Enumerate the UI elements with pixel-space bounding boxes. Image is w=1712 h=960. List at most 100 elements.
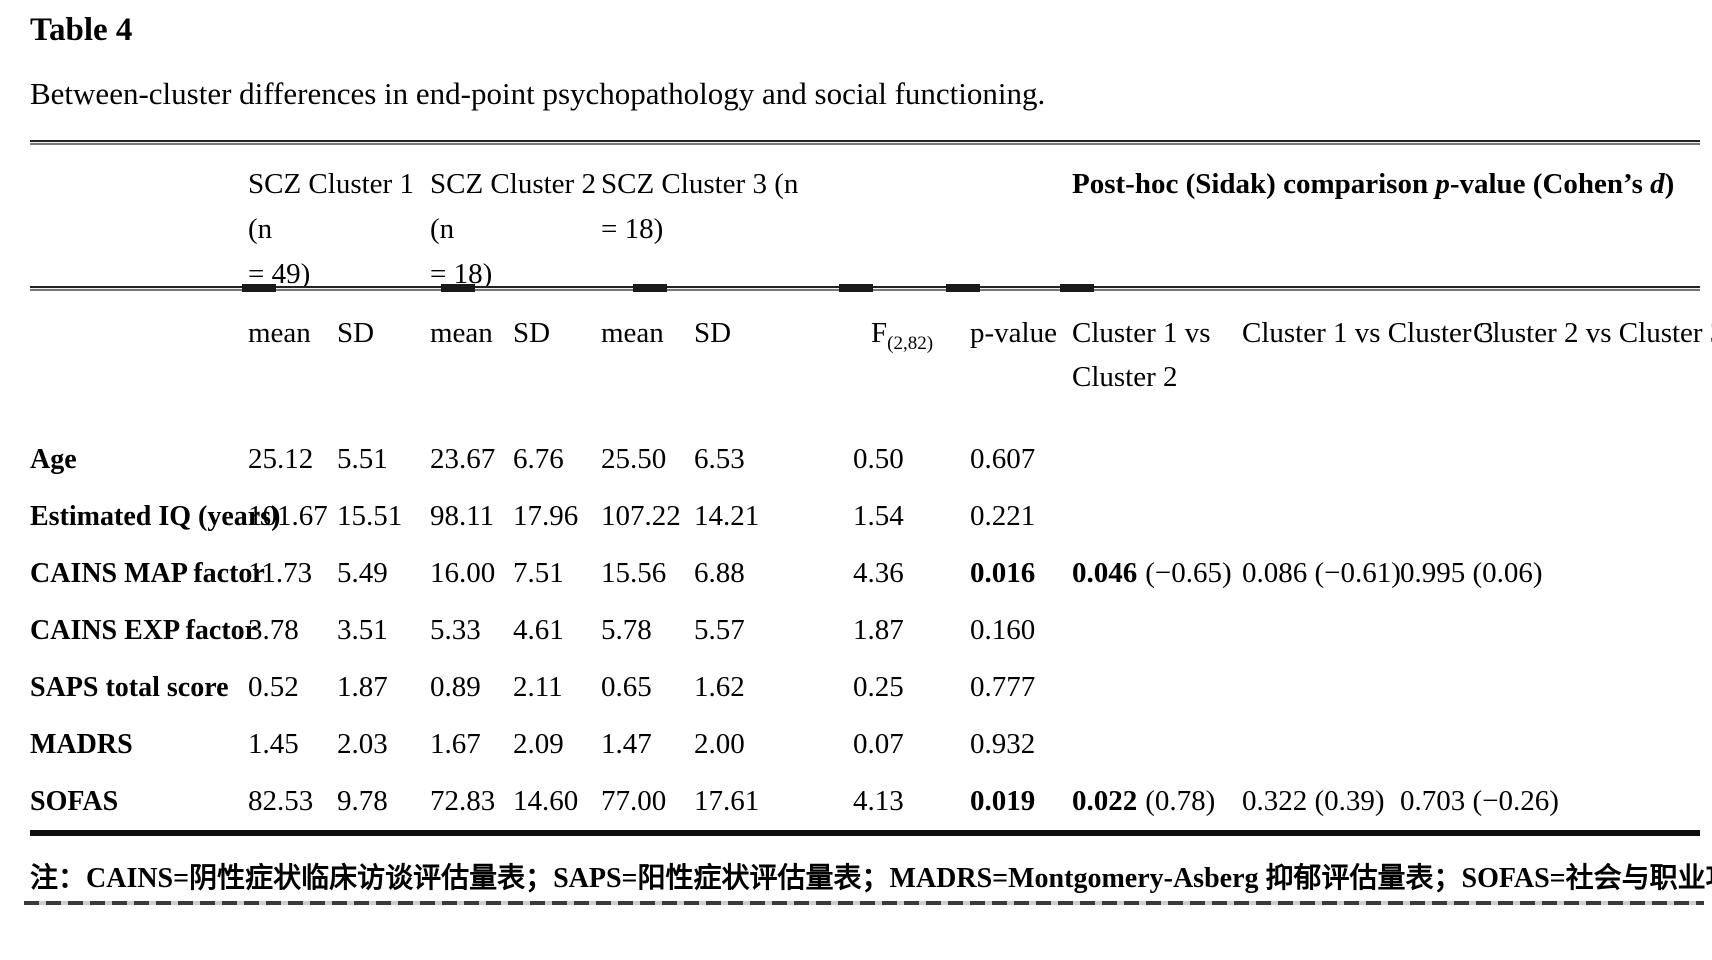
cell-sd3: 1.62 [694,671,745,703]
cell-c23: 0.995 (0.06) [1400,557,1543,589]
row-label: Age [30,443,77,475]
posthoc-header-italic-d: d [1650,168,1665,200]
sd3-column-header: SD [694,317,732,349]
cell-mean3: 25.50 [601,443,667,475]
empty-header-cell [30,146,248,297]
cell-sd2: 14.60 [513,785,579,817]
table-row-estimated-iq: Estimated IQ (years) 101.67 15.51 98.11 … [30,488,1700,545]
f-subscript: (2,82) [887,332,934,354]
cell-p: 0.777 [970,671,1036,703]
posthoc-p-value: 0.022 [1072,785,1138,817]
column-header-line: Cluster 2 [1072,361,1178,393]
cell-mean1: 0.52 [248,671,299,703]
cluster3-group-header: SCZ Cluster 3 (n = 18) [601,146,853,297]
cell-c12: 0.046 (−0.65) [1072,545,1242,602]
spacer-cell [30,413,1700,431]
cell-sd1: 15.51 [337,500,403,532]
cell-p: 0.160 [970,614,1036,646]
rule-tick-mark [839,284,873,292]
mean3-column-header: mean [601,317,664,349]
cell-mean2: 16.00 [430,557,496,589]
table-row-sofas: SOFAS 82.53 9.78 72.83 14.60 77.00 17.61… [30,773,1700,830]
cell-c13 [1242,488,1400,545]
sd1-column-header: SD [337,317,375,349]
scan-artifact-line [24,901,1704,905]
cell-p: 0.932 [970,728,1036,760]
cell-sd2: 4.61 [513,614,564,646]
results-table: SCZ Cluster 1 (n = 49) SCZ Cluster 2 (n … [30,146,1712,830]
cell-p: 0.607 [970,443,1036,475]
cell-sd1: 2.03 [337,728,388,760]
cell-c12 [1072,716,1242,773]
cell-sd3: 14.21 [694,500,760,532]
table-top-rule [30,140,1700,145]
row-label: MADRS [30,728,133,760]
cell-f: 4.13 [853,785,904,817]
table-caption: Between-cluster differences in end-point… [30,76,1046,111]
empty-header-cell [30,297,248,413]
cluster1-group-header: SCZ Cluster 1 (n = 49) [248,146,430,297]
posthoc-p-value: 0.046 [1072,557,1138,589]
cell-f: 4.36 [853,557,904,589]
cell-mean2: 72.83 [430,785,496,817]
spacer-row [30,413,1700,431]
cell-sd2: 2.11 [513,671,563,703]
cell-f: 1.87 [853,614,904,646]
cell-sd2: 2.09 [513,728,564,760]
table-label: Table 4 [30,12,133,48]
posthoc-header-italic-p: p [1435,168,1450,200]
cell-c12 [1072,659,1242,716]
rule-tick-mark [946,284,980,292]
cell-c23 [1400,431,1700,488]
cell-mean1: 82.53 [248,785,314,817]
cell-sd2: 6.76 [513,443,564,475]
cell-f: 0.25 [853,671,904,703]
row-label: CAINS MAP factor [30,557,265,589]
cell-sd2: 7.51 [513,557,564,589]
rule-tick-mark [441,284,475,292]
cell-sd1: 5.51 [337,443,388,475]
group-header-line: SCZ Cluster 1 (n [248,168,414,245]
cell-mean3: 77.00 [601,785,667,817]
cell-sd3: 6.53 [694,443,745,475]
cell-p: 0.221 [970,500,1036,532]
cell-mean3: 0.65 [601,671,652,703]
cell-c12 [1072,488,1242,545]
cell-c23 [1400,659,1700,716]
cell-sd1: 9.78 [337,785,388,817]
rule-tick-mark [1060,284,1094,292]
cluster1-vs-cluster3-column-header: Cluster 1 vs Cluster 3 [1242,317,1494,349]
cell-mean2: 0.89 [430,671,481,703]
row-label: Estimated IQ (years) [30,500,281,532]
cell-c13: 0.322 (0.39) [1242,785,1385,817]
cell-c23 [1400,602,1700,659]
mean1-column-header: mean [248,317,311,349]
sd2-column-header: SD [513,317,551,349]
cell-c12 [1072,431,1242,488]
cluster2-vs-cluster3-column-header: Cluster 2 vs Cluster 3 [1473,317,1712,349]
table-mid-rule [30,284,1700,292]
column-header-row: mean SD mean SD mean SD F(2,82) p-value … [30,297,1712,413]
cell-c12: 0.022 (0.78) [1072,773,1242,830]
cell-sd3: 17.61 [694,785,760,817]
cell-mean1: 25.12 [248,443,314,475]
cell-c13 [1242,602,1400,659]
posthoc-cohens-d: (−0.65) [1145,557,1232,589]
cell-sd3: 6.88 [694,557,745,589]
rule-tick-mark [242,284,276,292]
group-header-row: SCZ Cluster 1 (n = 49) SCZ Cluster 2 (n … [30,146,1700,297]
cell-mean1: 11.73 [248,557,313,589]
table-footnote: 注：CAINS=阴性症状临床访谈评估量表；SAPS=阳性症状评估量表；MADRS… [30,863,1712,894]
cell-mean2: 1.67 [430,728,481,760]
cell-sd2: 17.96 [513,500,579,532]
cell-f: 1.54 [853,500,904,532]
cell-p-significant: 0.016 [970,557,1036,589]
table-row-saps: SAPS total score 0.52 1.87 0.89 2.11 0.6… [30,659,1700,716]
cell-mean3: 107.22 [601,500,681,532]
cell-c23: 0.703 (−0.26) [1400,785,1559,817]
group-header-line: SCZ Cluster 2 (n [430,168,596,245]
posthoc-header-text: Post-hoc (Sidak) comparison [1072,168,1436,200]
table-row-age: Age 25.12 5.51 23.67 6.76 25.50 6.53 0.5… [30,431,1700,488]
rule-tick-mark [633,284,667,292]
